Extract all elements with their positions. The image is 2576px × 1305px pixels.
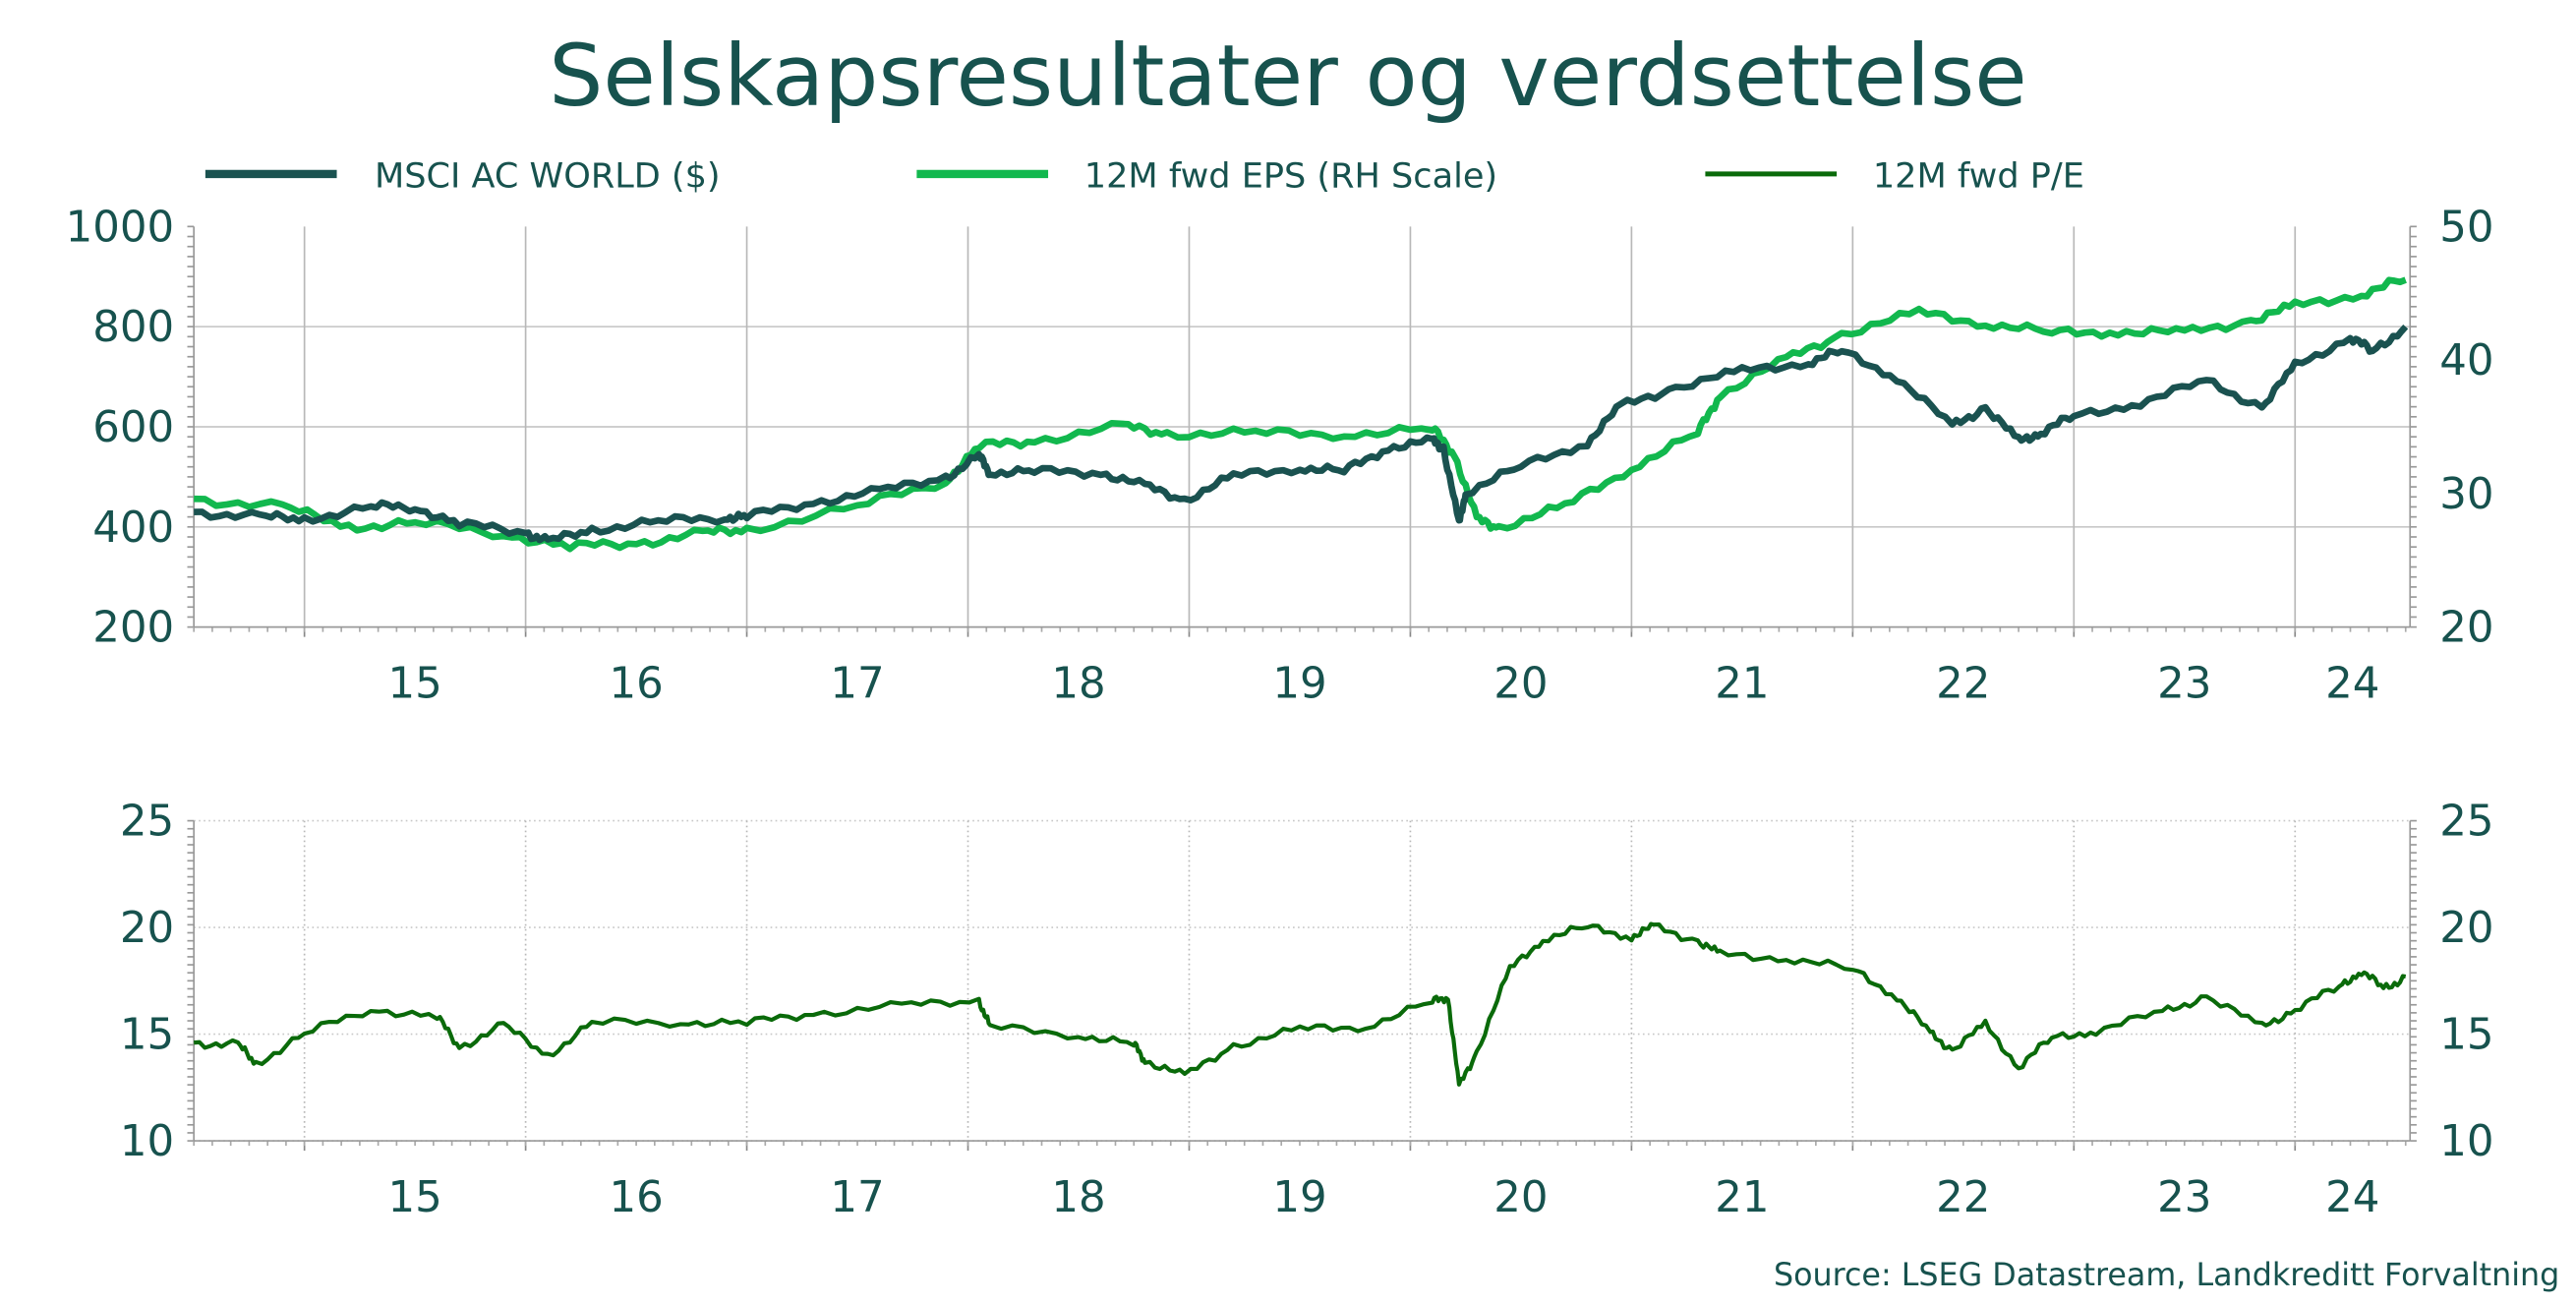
x-tick-label: 19 bbox=[1272, 1173, 1326, 1222]
y-tick-label-left: 20 bbox=[120, 904, 174, 953]
y-tick-label-right: 20 bbox=[2439, 904, 2493, 953]
y-tick-label-left: 600 bbox=[92, 403, 174, 452]
y-tick-label-left: 10 bbox=[120, 1117, 174, 1166]
x-tick-label: 16 bbox=[609, 1173, 663, 1222]
x-tick-label: 15 bbox=[387, 659, 441, 708]
legend: MSCI AC WORLD ($) 12M fwd EPS (RH Scale)… bbox=[205, 155, 2084, 196]
x-tick-label: 22 bbox=[1936, 659, 1990, 708]
source-note: Source: LSEG Datastream, Landkreditt For… bbox=[1774, 1258, 2559, 1293]
x-tick-label: 22 bbox=[1936, 1173, 1990, 1222]
y-tick-label-left: 1000 bbox=[66, 203, 175, 252]
y-tick-label-right: 40 bbox=[2439, 336, 2493, 386]
y-tick-label-right: 15 bbox=[2439, 1011, 2493, 1060]
y-tick-label-left: 400 bbox=[92, 504, 174, 553]
y-tick-label-right: 25 bbox=[2439, 798, 2493, 847]
y-tick-label-right: 20 bbox=[2439, 604, 2493, 653]
bottom-panel: 10 15 20 25 10 15 20 25 15 16 17 18 19 20 21 22 23 24 bbox=[120, 798, 2494, 1222]
legend-label-eps: 12M fwd EPS (RH Scale) bbox=[1084, 155, 1497, 196]
x-tick-label: 17 bbox=[830, 1173, 884, 1222]
y-tick-label-right: 30 bbox=[2439, 470, 2493, 519]
x-tick-label: 17 bbox=[830, 659, 884, 708]
x-tick-label: 18 bbox=[1051, 1173, 1105, 1222]
series-line-msci bbox=[194, 324, 2409, 544]
x-tick-label: 21 bbox=[1715, 1173, 1769, 1222]
x-tick-label: 24 bbox=[2325, 659, 2379, 708]
series-line-eps bbox=[194, 276, 2407, 553]
x-tick-label: 16 bbox=[609, 659, 663, 708]
y-tick-label-right: 50 bbox=[2439, 203, 2493, 252]
y-tick-label-right: 10 bbox=[2439, 1117, 2493, 1166]
series-line-pe bbox=[193, 921, 2407, 1087]
x-tick-label: 23 bbox=[2157, 659, 2211, 708]
x-tick-label: 20 bbox=[1493, 1173, 1548, 1222]
legend-label-pe: 12M fwd P/E bbox=[1873, 155, 2084, 196]
y-tick-label-left: 15 bbox=[120, 1011, 174, 1060]
x-tick-label: 21 bbox=[1715, 659, 1769, 708]
x-tick-label: 23 bbox=[2157, 1173, 2211, 1222]
top-panel: 200 400 600 800 1000 20 30 40 50 15 16 17 18 19 20 21 22… bbox=[66, 203, 2494, 708]
x-tick-label: 19 bbox=[1272, 659, 1326, 708]
x-tick-label: 24 bbox=[2325, 1173, 2379, 1222]
chart-title: Selskapsresultater og verdsettelse bbox=[549, 27, 2026, 126]
x-tick-label: 20 bbox=[1493, 659, 1548, 708]
y-tick-label-left: 200 bbox=[92, 604, 174, 653]
x-tick-label: 18 bbox=[1051, 659, 1105, 708]
x-tick-label: 15 bbox=[387, 1173, 441, 1222]
y-tick-label-left: 800 bbox=[92, 303, 174, 352]
y-tick-label-left: 25 bbox=[120, 798, 174, 847]
legend-label-msci: MSCI AC WORLD ($) bbox=[375, 155, 721, 196]
